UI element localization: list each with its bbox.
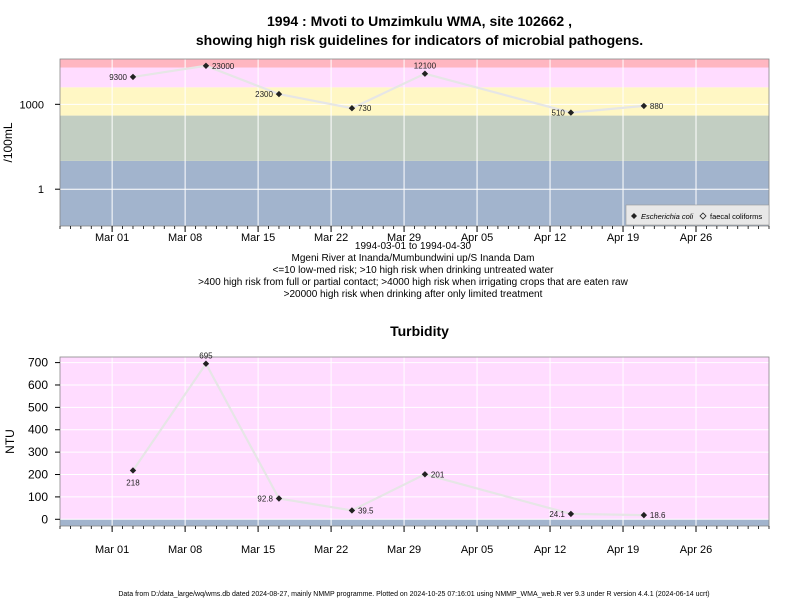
chart-title: 1994 : Mvoti to Umzimkulu WMA, site 1026… [267,13,572,29]
footer-note: Data from D:/data_large/wq/wms.db dated … [118,591,709,598]
turbidity-chart: Turbidity 0 100 200 300 400 500 600 700 NTU Mar 01… [3,323,770,556]
x-tick-label: Apr 19 [607,544,639,556]
chart-caption-line: >20000 high risk when drinking after onl… [284,289,543,300]
chart-caption-line: >400 high risk from full or partial cont… [198,277,628,288]
data-point [421,471,429,478]
x-tick-label: Apr 05 [461,232,493,244]
x-tick-label: Apr 26 [680,232,712,244]
data-label: 23000 [212,62,235,71]
data-point [348,104,356,112]
y-tick-label: 600 [28,378,48,392]
legend-marker-filled [631,213,637,219]
risk-band [60,519,769,526]
x-tick-label: Mar 29 [387,544,421,556]
y-tick-label: 1 [38,184,44,196]
y-axis-label: NTU [3,429,17,454]
chart-subtitle: showing high risk guidelines for indicat… [196,32,643,48]
data-point [640,102,648,110]
y-tick-label: 500 [28,400,48,414]
x-tick-label: Apr 12 [534,232,566,244]
data-label: 2300 [255,90,273,99]
x-tick-label: Mar 08 [168,544,202,556]
y-tick-label: 200 [28,468,48,482]
data-label: 218 [126,478,140,487]
y-tick-label: 300 [28,445,48,459]
x-tick-label: Mar 15 [241,544,275,556]
data-label: 9300 [109,73,127,82]
data-label: 880 [650,102,664,111]
legend-marker-open [699,212,707,220]
data-label: 39.5 [358,506,374,515]
data-point [421,70,429,77]
data-point [348,507,356,514]
x-tick-label: Mar 15 [241,232,275,244]
x-tick-label: Mar 01 [95,544,129,556]
legend-entry: faecal coliforms [710,212,762,221]
x-tick-label: Apr 12 [534,544,566,556]
data-label: 18.6 [650,511,666,520]
y-tick-label: 400 [28,423,48,437]
data-point [567,109,575,116]
x-tick-label: Apr 19 [607,232,639,244]
legend-entry: Escherichia coli [641,212,693,221]
y-tick-label: 100 [28,490,48,504]
data-label: 510 [552,109,566,118]
data-point [275,90,283,98]
risk-band [60,59,769,68]
data-label: 730 [358,104,372,113]
data-point [129,73,137,81]
data-point [202,360,210,367]
y-axis-label: /100mL [1,122,15,162]
y-tick-label: 700 [28,356,48,370]
chart-caption-line: 1994-03-01 to 1994-04-30 [355,241,472,252]
risk-band [60,87,769,116]
x-tick-label: Mar 08 [168,232,202,244]
x-tick-label: Mar 29 [387,232,421,244]
data-label: 12100 [414,62,437,71]
y-tick-label: 1000 [20,99,44,111]
data-point [129,467,137,474]
x-tick-label: Apr 05 [461,544,493,556]
data-label: 201 [431,470,445,479]
x-tick-label: Mar 01 [95,232,129,244]
chart-caption-line: Mgeni River at Inanda/Mumbundwini up/S I… [292,253,535,264]
data-point [567,510,575,518]
data-point [275,495,283,502]
data-label: 92.8 [257,495,273,504]
y-tick-label: 0 [41,512,48,526]
chart-title: Turbidity [390,323,449,339]
data-point [640,511,648,519]
x-tick-label: Apr 26 [680,544,712,556]
risk-band [60,115,769,161]
microbial-chart: 1994 : Mvoti to Umzimkulu WMA, site 1026… [1,13,770,300]
risk-band [60,357,769,520]
x-tick-label: Mar 22 [314,232,348,244]
data-label: 695 [199,352,213,361]
legend-box [625,204,770,226]
x-tick-label: Mar 22 [314,544,348,556]
data-label: 24.1 [549,510,565,519]
data-point [202,62,210,69]
chart-caption-line: <=10 low-med risk; >10 high risk when dr… [273,265,555,276]
